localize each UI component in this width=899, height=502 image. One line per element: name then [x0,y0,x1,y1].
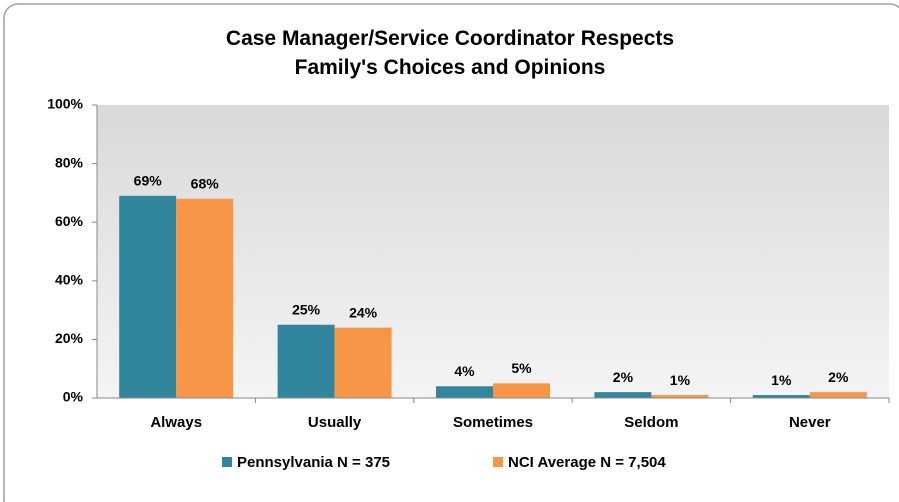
bar [651,395,709,398]
legend-swatch [222,457,232,467]
x-tick-label: Never [789,414,831,431]
data-label: 24% [349,304,378,320]
bar [119,195,177,398]
x-tick-label: Usually [308,414,362,431]
data-label: 2% [828,369,849,385]
bar [752,395,810,398]
data-label: 5% [511,360,532,376]
legend-label: NCI Average N = 7,504 [508,454,666,471]
x-tick-label: Always [150,414,202,431]
data-label: 68% [191,175,220,191]
y-tick-label: 20% [55,330,84,346]
data-label: 69% [134,173,163,189]
y-tick-label: 40% [55,272,84,288]
x-tick-label: Sometimes [453,414,533,431]
y-tick-label: 60% [55,213,84,229]
bar [436,386,493,398]
bar [809,392,867,398]
bar [334,327,392,398]
bar [176,198,234,398]
chart-title: Case Manager/Service Coordinator Respect… [225,27,675,79]
bar [493,383,550,398]
data-label: 1% [771,372,792,388]
y-tick-label: 0% [63,389,84,405]
bar [277,324,335,398]
data-label: 4% [454,363,475,379]
legend-label: Pennsylvania N = 375 [237,454,390,471]
y-tick-label: 80% [55,154,84,170]
y-tick-label: 100% [47,96,83,112]
x-tick-label: Seldom [624,414,678,431]
data-label: 25% [292,301,321,317]
bar [594,392,652,398]
data-label: 1% [670,372,691,388]
legend-swatch [493,457,503,467]
data-label: 2% [613,369,634,385]
